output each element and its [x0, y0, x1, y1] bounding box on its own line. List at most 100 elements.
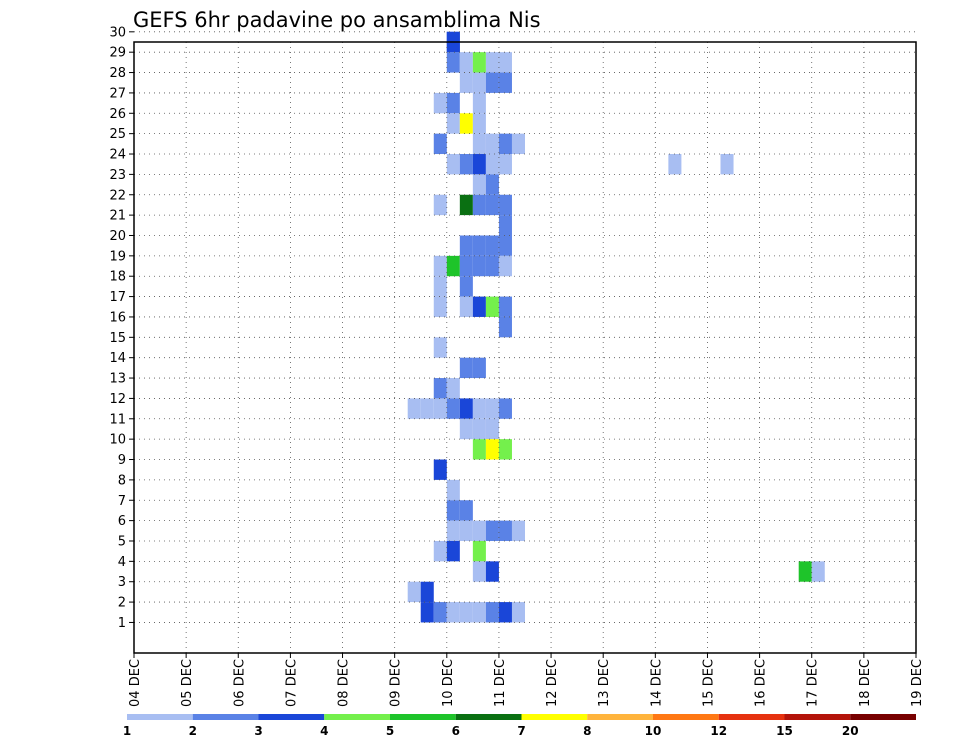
heatmap-cell — [472, 92, 486, 114]
heatmap-cell — [485, 52, 499, 73]
color-legend: 1 2 3 4 5 6 7 8 10 12 15 20 — [123, 714, 916, 738]
heatmap-cell — [498, 296, 512, 317]
heatmap-cell — [498, 194, 512, 216]
heatmap-cell — [459, 418, 473, 440]
legend-swatch — [850, 714, 916, 720]
heatmap-cell — [485, 296, 499, 317]
heatmap-cell — [433, 459, 447, 480]
y-tick-label: 16 — [109, 310, 126, 325]
x-tick-label: 08 DEC — [337, 659, 352, 707]
heatmap-cell — [433, 194, 447, 216]
heatmap-cell — [459, 113, 473, 134]
heatmap-cell — [459, 194, 473, 216]
heatmap-cell — [433, 92, 447, 114]
y-tick-label: 29 — [109, 46, 126, 61]
heatmap-cell — [798, 561, 812, 582]
heatmap-cell — [485, 72, 499, 93]
heatmap-cell — [433, 276, 447, 297]
x-tick-label: 15 DEC — [701, 659, 716, 707]
heatmap-cell — [459, 520, 473, 541]
heatmap-cell — [446, 540, 460, 562]
legend-label: 15 — [776, 724, 793, 738]
y-tick-label: 30 — [109, 25, 126, 40]
x-tick-label: 11 DEC — [493, 659, 508, 707]
y-tick-label: 26 — [109, 107, 126, 122]
heatmap-cell — [433, 378, 447, 399]
heatmap-cell — [459, 72, 473, 93]
legend-swatch — [127, 714, 193, 720]
heatmap-cell — [485, 154, 499, 175]
y-tick-label: 20 — [109, 229, 126, 244]
heatmap-cell — [472, 357, 486, 379]
heatmap-cell — [407, 581, 421, 603]
y-tick-label: 13 — [109, 372, 126, 387]
heatmap-cell — [472, 133, 486, 155]
heatmap-cell — [720, 154, 734, 175]
legend-label: 12 — [710, 724, 727, 738]
legend-swatch — [587, 714, 653, 720]
heatmap-cell — [485, 194, 499, 216]
x-tick-label: 18 DEC — [858, 659, 873, 707]
heatmap-cell — [498, 520, 512, 541]
heatmap-cell — [446, 113, 460, 134]
legend-swatch — [784, 714, 851, 720]
x-tick-label: 07 DEC — [284, 659, 299, 707]
heatmap-cell — [472, 398, 486, 419]
y-tick-label: 28 — [109, 66, 126, 81]
heatmap-cell — [433, 398, 447, 419]
heatmap-cell — [407, 398, 421, 419]
heatmap-cell — [472, 72, 486, 93]
legend-label: 3 — [254, 724, 262, 738]
heatmap-cell — [459, 357, 473, 379]
heatmap-cell — [472, 561, 486, 582]
grid-lines — [134, 31, 916, 653]
y-tick-label: 18 — [109, 270, 126, 285]
heatmap-cell — [420, 581, 434, 603]
heatmap-cell — [459, 52, 473, 73]
heatmap-cell — [472, 296, 486, 317]
heatmap-cell — [485, 520, 499, 541]
x-tick-label: 06 DEC — [232, 659, 247, 707]
heatmap-cell — [498, 255, 512, 277]
heatmap-cells — [407, 31, 825, 623]
heatmap-cell — [459, 154, 473, 175]
heatmap-cell — [446, 398, 460, 419]
heatmap-cell — [446, 602, 460, 623]
heatmap-cell — [446, 255, 460, 277]
heatmap-cell — [433, 255, 447, 277]
legend-label: 5 — [386, 724, 394, 738]
heatmap-cell — [446, 500, 460, 521]
x-tick-label: 10 DEC — [441, 659, 456, 707]
heatmap-cell — [472, 520, 486, 541]
y-tick-label: 24 — [109, 148, 126, 163]
heatmap-cell — [472, 113, 486, 134]
chart-title: GEFS 6hr padavine po ansamblima Nis — [133, 8, 541, 32]
heatmap-cell — [811, 561, 825, 582]
y-tick-label: 27 — [109, 86, 126, 101]
y-tick-label: 5 — [118, 534, 126, 549]
x-tick-label: 05 DEC — [180, 659, 195, 707]
heatmap-cell — [498, 133, 512, 155]
y-tick-label: 9 — [118, 453, 126, 468]
x-tick-label: 09 DEC — [389, 659, 404, 707]
legend-label: 6 — [452, 724, 460, 738]
legend-swatch — [390, 714, 456, 720]
heatmap-cell — [472, 540, 486, 562]
heatmap-cell — [472, 194, 486, 216]
heatmap-cell — [433, 337, 447, 358]
heatmap-cell — [459, 255, 473, 277]
heatmap-cell — [485, 235, 499, 256]
y-tick-label: 1 — [118, 616, 126, 631]
legend-label: 7 — [517, 724, 525, 738]
heatmap-cell — [498, 52, 512, 73]
heatmap-cell — [446, 479, 460, 501]
x-axis-ticks: 04 DEC 05 DEC 06 DEC 07 DEC 08 DEC 09 DEC 10 D… — [128, 653, 925, 707]
plot-frame — [133, 41, 917, 654]
y-tick-label: 10 — [109, 433, 126, 448]
heatmap-cell — [485, 439, 499, 460]
y-tick-label: 4 — [118, 555, 126, 570]
y-tick-label: 6 — [118, 514, 126, 529]
heatmap-cell — [446, 92, 460, 114]
legend-swatch — [455, 714, 522, 720]
